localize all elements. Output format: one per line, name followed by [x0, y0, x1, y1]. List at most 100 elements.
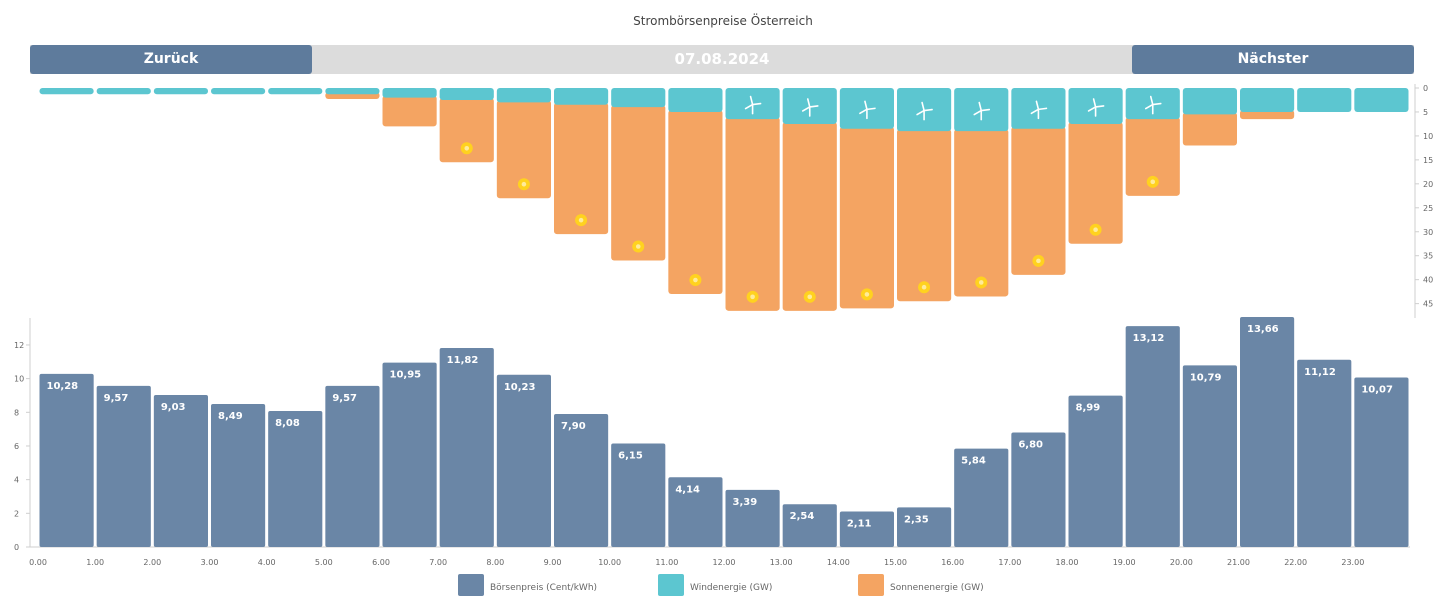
solar-bar: [1011, 126, 1066, 275]
sun-icon-core: [807, 294, 813, 300]
price-bar: [439, 347, 494, 547]
price-data-label: 13,12: [1133, 333, 1165, 344]
price-data-label: 3,39: [733, 497, 758, 508]
price-y-tick-label: 12: [14, 341, 24, 350]
x-tick-label: 1.00: [86, 558, 104, 567]
price-y-tick-label: 2: [14, 509, 19, 518]
price-bar: [96, 385, 151, 547]
wind-bar: [211, 88, 266, 95]
sun-icon-core: [464, 145, 470, 151]
wind-bar: [382, 88, 437, 98]
price-data-label: 10,28: [47, 381, 79, 392]
top-y-tick-label: 30: [1423, 228, 1433, 237]
price-data-label: 8,08: [275, 418, 300, 429]
price-data-label: 10,23: [504, 382, 536, 393]
wind-turbine-icon: [801, 98, 819, 117]
price-bar: [1068, 395, 1123, 547]
legend-label: Windenergie (GW): [690, 583, 772, 593]
sun-icon-core: [1150, 179, 1156, 185]
price-y-tick-label: 10: [14, 375, 24, 384]
sun-icon-core: [521, 181, 527, 187]
top-y-tick-label: 20: [1423, 180, 1433, 189]
top-y-tick-label: 25: [1423, 204, 1433, 213]
solar-bar: [382, 95, 437, 127]
x-tick-label: 20.00: [1170, 558, 1193, 567]
legend-label: Börsenpreis (Cent/kWh): [490, 583, 597, 593]
price-data-label: 2,11: [847, 518, 872, 529]
solar-bar: [668, 109, 723, 295]
wind-bar: [153, 88, 208, 95]
price-bar: [668, 477, 723, 547]
wind-bar: [325, 88, 380, 95]
solar-bar: [1125, 117, 1180, 196]
x-tick-label: 15.00: [884, 558, 907, 567]
date-display: 07.08.2024: [674, 50, 770, 68]
solar-bar: [496, 100, 551, 199]
price-bar: [1182, 365, 1237, 547]
x-tick-label: 5.00: [315, 558, 333, 567]
top-y-tick-label: 35: [1423, 252, 1433, 261]
price-bar: [496, 374, 551, 547]
solar-bar: [611, 105, 666, 261]
legend-swatch: [858, 574, 884, 596]
price-data-label: 5,84: [961, 456, 986, 467]
price-bar: [1297, 359, 1352, 547]
x-tick-label: 2.00: [143, 558, 161, 567]
solar-bar: [1182, 112, 1237, 146]
top-y-tick-label: 45: [1423, 300, 1433, 309]
price-data-label: 6,15: [618, 450, 643, 461]
price-bar: [954, 448, 1009, 547]
wind-turbine-icon: [859, 100, 876, 120]
price-bar: [554, 413, 609, 547]
top-y-tick-label: 40: [1423, 276, 1433, 285]
price-bar: [325, 385, 380, 547]
price-data-label: 9,57: [332, 393, 357, 404]
x-tick-label: 12.00: [713, 558, 736, 567]
wind-bar: [96, 88, 151, 95]
price-bar: [782, 504, 837, 547]
price-data-label: 7,90: [561, 421, 586, 432]
x-tick-label: 3.00: [201, 558, 219, 567]
price-y-tick-label: 4: [14, 476, 19, 485]
price-bar: [1011, 432, 1066, 547]
price-y-tick-label: 8: [14, 408, 19, 417]
wind-bar: [496, 88, 551, 103]
sun-icon-core: [750, 294, 755, 300]
price-data-label: 10,79: [1190, 372, 1222, 383]
price-data-label: 8,99: [1076, 403, 1101, 414]
solar-bar: [554, 102, 609, 235]
top-y-tick-label: 15: [1423, 156, 1433, 165]
sun-icon-core: [635, 244, 641, 249]
price-bar: [382, 362, 437, 547]
legend-swatch: [658, 574, 684, 596]
price-bar: [39, 373, 94, 547]
x-tick-label: 11.00: [655, 558, 678, 567]
wind-bar: [1297, 88, 1352, 112]
wind-turbine-icon: [973, 101, 991, 121]
page-title: Strombörsenpreise Österreich: [633, 14, 813, 28]
x-tick-label: 14.00: [827, 558, 850, 567]
price-bar: [725, 489, 780, 547]
x-tick-label: 10.00: [598, 558, 621, 567]
price-data-label: 10,95: [390, 370, 422, 381]
wind-turbine-icon: [744, 95, 762, 115]
wind-bar: [611, 88, 666, 108]
wind-bar: [554, 88, 609, 105]
price-data-label: 11,12: [1304, 367, 1336, 378]
next-button[interactable]: Nächster: [1132, 45, 1414, 74]
wind-bar: [668, 88, 723, 112]
price-bar: [1125, 326, 1180, 547]
price-data-label: 10,07: [1361, 384, 1393, 395]
price-data-label: 2,54: [790, 511, 815, 522]
wind-bar: [39, 88, 94, 95]
wind-turbine-icon: [916, 101, 933, 121]
price-bar: [1240, 317, 1295, 547]
price-bar: [1354, 377, 1409, 547]
price-data-label: 11,82: [447, 355, 479, 366]
previous-button[interactable]: Zurück: [30, 45, 312, 74]
price-data-label: 6,80: [1018, 440, 1043, 451]
wind-turbine-icon: [1087, 98, 1105, 117]
sun-icon-core: [978, 280, 984, 285]
price-bar: [268, 410, 323, 547]
